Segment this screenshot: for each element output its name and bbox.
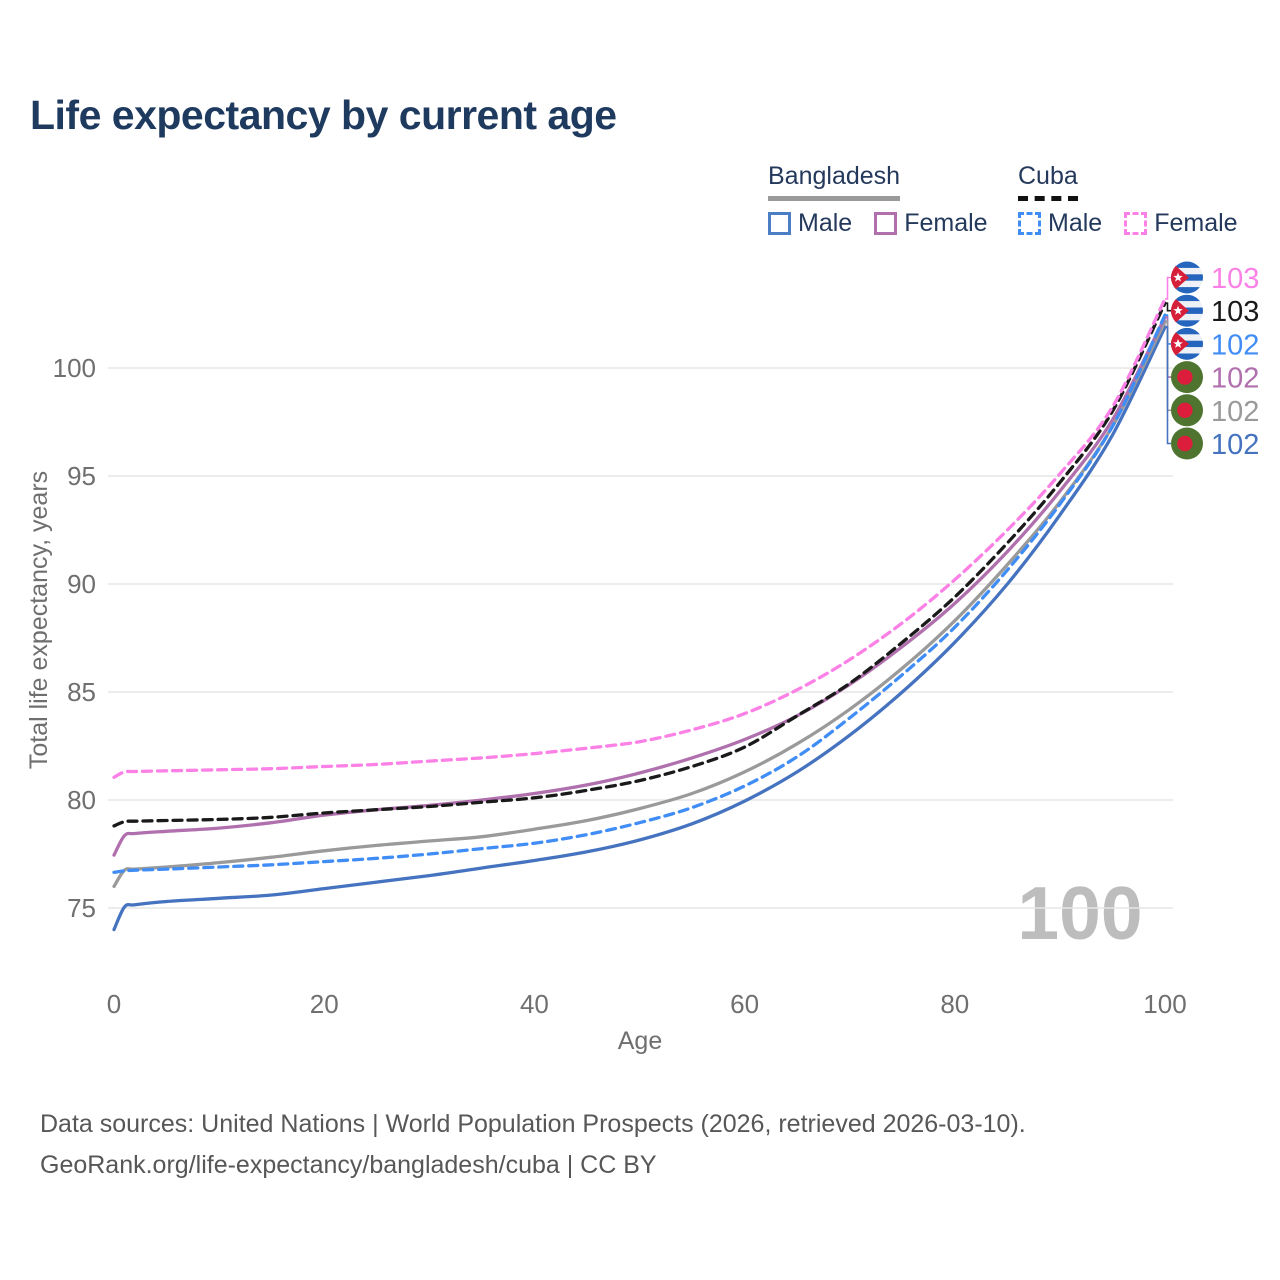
y-tick-label-95: 95 (67, 461, 96, 491)
series-line-cuba-female[interactable] (112, 297, 1167, 779)
series-line-cuba[interactable] (112, 301, 1167, 828)
y-tick-label-90: 90 (67, 569, 96, 599)
end-label-cuba-male: 102 (1211, 329, 1259, 361)
legend-group-bangladesh: Bangladesh Male Female (768, 162, 1010, 238)
series-line-cuba-male[interactable] (112, 313, 1167, 875)
legend-swatch-cuba-female[interactable] (1124, 212, 1148, 235)
series-line-bangladesh-male[interactable] (112, 325, 1167, 932)
bangladesh-flag-icon (1171, 427, 1203, 460)
legend-label-cuba-female[interactable]: Female (1154, 209, 1238, 237)
leader-line-bangladesh-male (1165, 326, 1171, 445)
end-label-bangladesh-female: 102 (1211, 363, 1259, 395)
x-tick-label-100: 100 (1143, 989, 1186, 1019)
y-axis-title: Total life expectancy, years (25, 471, 53, 769)
cuba-flag-icon (1171, 327, 1203, 360)
legend-country-cuba[interactable]: Cuba (1018, 162, 1078, 201)
legend-swatch-cuba-male[interactable] (1018, 212, 1041, 235)
end-label-cuba: 103 (1211, 296, 1259, 328)
cuba-flag-icon (1171, 294, 1203, 327)
y-tick-label-100: 100 (53, 353, 96, 383)
end-label-cuba-female: 103 (1211, 263, 1259, 295)
leader-line-cuba-female (1165, 276, 1171, 300)
legend-label-bangladesh-female[interactable]: Female (904, 209, 988, 237)
legend-label-cuba-male[interactable]: Male (1048, 209, 1103, 237)
cuba-flag-icon (1171, 261, 1203, 294)
y-tick-label-75: 75 (67, 893, 96, 923)
y-tick-label-80: 80 (67, 785, 96, 815)
page-title: Life expectancy by current age (30, 92, 617, 138)
footer-data-sources: Data sources: United Nations | World Pop… (40, 1110, 1026, 1138)
bangladesh-flag-icon (1171, 394, 1203, 427)
y-tick-label-85: 85 (67, 677, 96, 707)
x-tick-label-60: 60 (730, 989, 759, 1019)
end-label-bangladesh: 102 (1211, 396, 1259, 428)
legend-country-bangladesh[interactable]: Bangladesh (768, 162, 901, 201)
x-axis-title: Age (618, 1027, 662, 1055)
legend-swatch-bangladesh-male[interactable] (768, 212, 791, 235)
current-age-watermark: 100 (1017, 871, 1142, 955)
legend-group-cuba: Cuba Male Female (1018, 162, 1260, 238)
legend-swatch-bangladesh-female[interactable] (874, 212, 898, 235)
x-tick-label-80: 80 (940, 989, 969, 1019)
footer-attribution: GeoRank.org/life-expectancy/bangladesh/c… (40, 1151, 657, 1179)
series-line-bangladesh-female[interactable] (112, 315, 1167, 857)
x-tick-label-40: 40 (520, 989, 549, 1019)
bangladesh-flag-icon (1171, 361, 1203, 394)
series-line-bangladesh[interactable] (112, 319, 1167, 889)
x-tick-label-20: 20 (310, 989, 339, 1019)
leader-line-cuba (1165, 302, 1171, 312)
end-label-bangladesh-male: 102 (1211, 429, 1259, 461)
legend-label-bangladesh-male[interactable]: Male (798, 209, 853, 237)
footer: Data sources: United Nations | World Pop… (40, 1104, 1026, 1186)
x-tick-label-0: 0 (107, 989, 121, 1019)
